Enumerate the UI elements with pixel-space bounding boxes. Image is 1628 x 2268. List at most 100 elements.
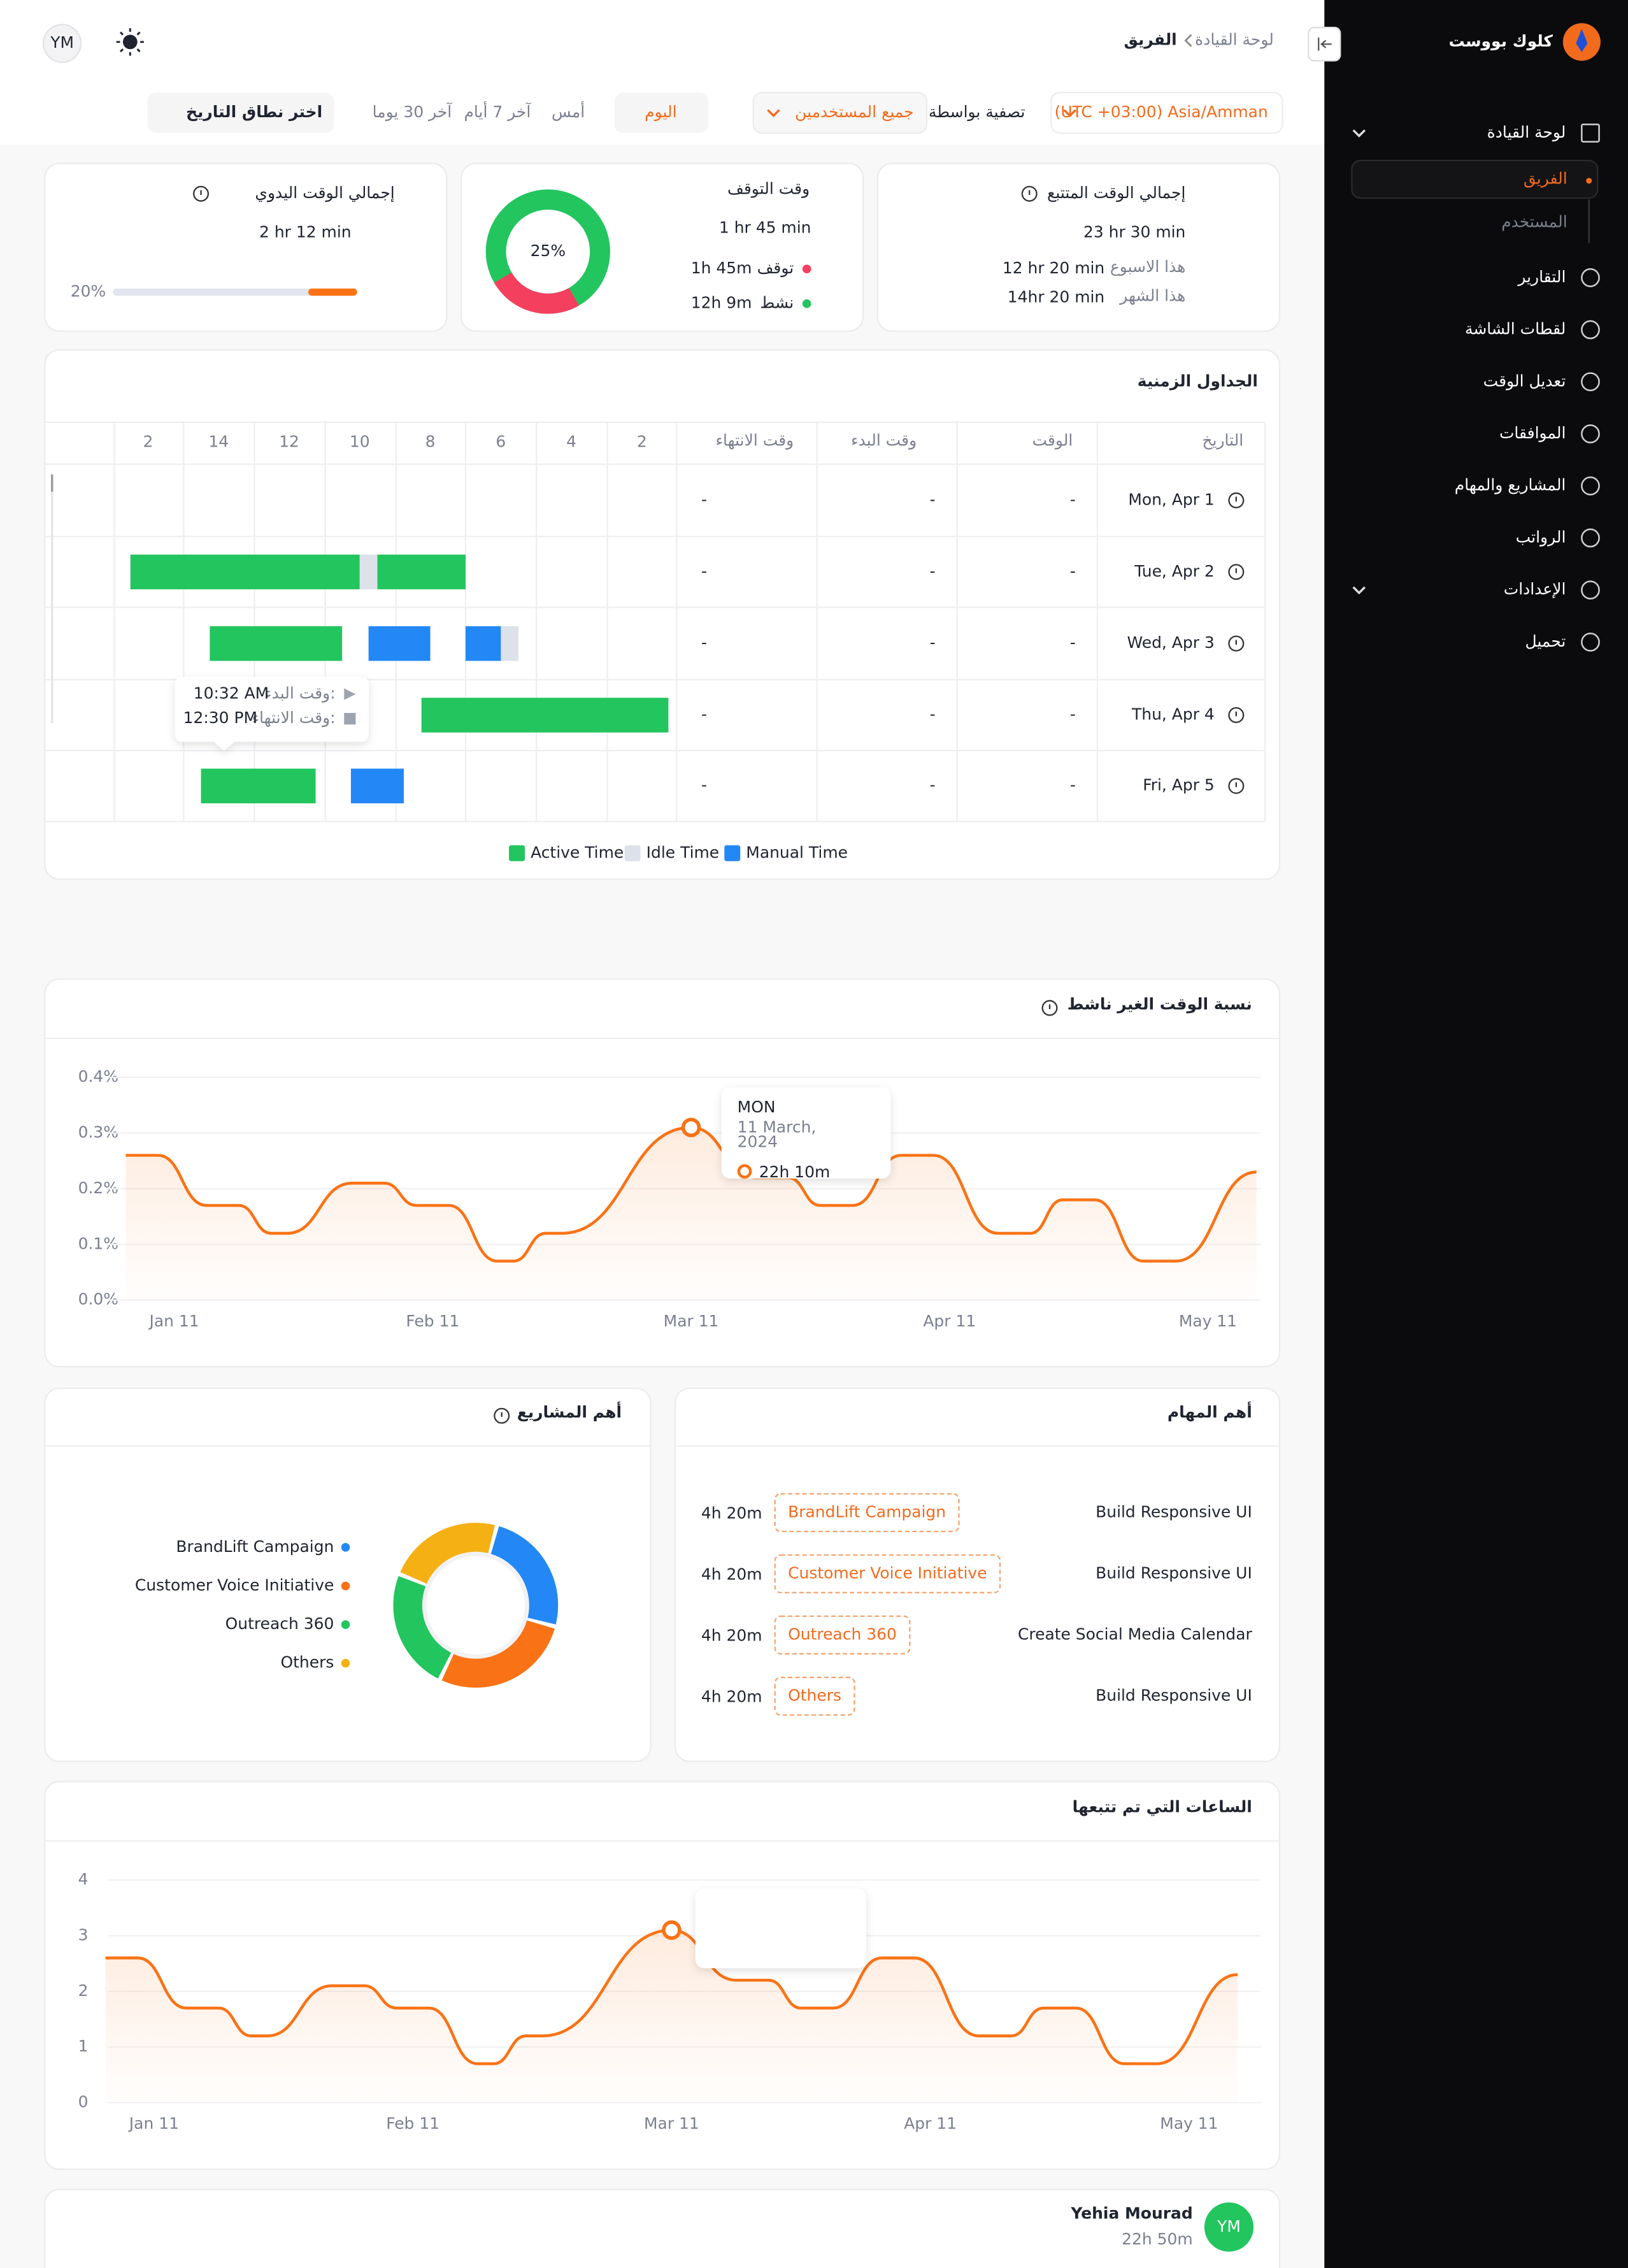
cell: - <box>930 562 936 580</box>
task-name: Build Responsive UI <box>1096 1686 1252 1704</box>
tooltip-value: 12:30 PM <box>183 708 257 727</box>
cell: - <box>930 633 936 652</box>
cell: - <box>1070 705 1076 724</box>
progress-bar <box>308 288 357 296</box>
range-option[interactable]: اليوم <box>645 103 676 121</box>
user-card <box>44 2188 1281 2268</box>
menu-item[interactable]: المشاريع والمهام <box>1455 476 1566 495</box>
info-icon <box>1228 778 1245 794</box>
active-span <box>377 554 466 590</box>
tooltip-date: 11 March, <box>738 1118 817 1137</box>
info-icon <box>193 185 210 202</box>
menu-icon <box>1581 633 1600 652</box>
hour-tick-label: 8 <box>425 433 436 451</box>
row-date: Fri, Apr 5 <box>1143 776 1215 794</box>
collapse-icon <box>1318 38 1332 51</box>
legend-dot <box>341 1581 350 1591</box>
menu-active <box>1351 159 1599 199</box>
card-tracked <box>876 162 1281 332</box>
tooltip-value: 10:32 AM <box>194 684 269 703</box>
range-active[interactable] <box>614 92 709 133</box>
info-icon <box>1228 635 1245 652</box>
hover-point <box>681 1117 701 1138</box>
legend-swatch <box>724 845 741 861</box>
idle-span <box>501 626 519 661</box>
info-icon <box>1021 185 1038 202</box>
row-date: Mon, Apr 1 <box>1128 490 1214 508</box>
section-title: الساعات التي تم تتبعها <box>1073 1797 1252 1816</box>
menu-item[interactable]: الرواتب <box>1516 528 1566 547</box>
project-tag-label: Outreach 360 <box>788 1625 897 1643</box>
row-label: هذا الاسبوع <box>1110 257 1186 276</box>
legend-label: Active Time <box>531 843 624 861</box>
hover-point <box>662 1920 682 1940</box>
avatar <box>42 24 82 63</box>
legend-label: Others <box>281 1653 334 1672</box>
row-value: 12 hr 20 min <box>1003 259 1104 277</box>
menu-icon <box>1581 528 1600 548</box>
menu-item[interactable]: لوحة القيادة <box>1487 123 1566 141</box>
manual-span <box>465 626 501 661</box>
tooltip-label: وقت الانتهاء: <box>252 708 335 728</box>
date-picker[interactable] <box>147 92 334 133</box>
cell: - <box>1070 633 1076 652</box>
info-icon <box>1228 492 1245 508</box>
cell: - <box>701 776 707 794</box>
hour-tick-label: 6 <box>496 433 506 451</box>
legend-label: BrandLift Campaign <box>176 1537 334 1556</box>
menu-item[interactable]: تحميل <box>1525 632 1566 650</box>
project-tag-label: Others <box>788 1686 841 1704</box>
task-time: 4h 20m <box>701 1688 762 1706</box>
range-option[interactable]: آخر 7 أيام <box>464 101 531 121</box>
play-icon <box>344 688 356 700</box>
x-tick-label: Jan 11 <box>128 2114 179 2133</box>
cell: - <box>1070 562 1076 580</box>
sun-ray <box>136 48 141 53</box>
task-time: 4h 20m <box>701 1504 762 1523</box>
timeline-card <box>44 349 1281 880</box>
section-title: الجداول الزمنية <box>1138 371 1258 391</box>
menu-item[interactable]: الموافقات <box>1499 424 1566 442</box>
range-option[interactable]: أمس <box>552 101 585 121</box>
active-dot <box>1586 178 1592 184</box>
projects-card <box>44 1388 652 1762</box>
timezone-select[interactable] <box>1050 92 1283 134</box>
cell: - <box>1070 490 1076 508</box>
x-tick-label: Mar 11 <box>664 1312 719 1330</box>
logo-rocket <box>1576 29 1588 52</box>
menu-item[interactable]: التقارير <box>1517 268 1566 286</box>
column-header: وقت الانتهاء <box>715 431 794 450</box>
info-icon <box>1228 564 1245 580</box>
submenu-item[interactable]: الفريق <box>1524 169 1567 187</box>
legend-swatch <box>624 845 641 861</box>
y-tick-label: 0.2% <box>78 1179 118 1197</box>
cell: - <box>930 705 936 724</box>
hour-tick-label: 10 <box>350 433 370 451</box>
active-span <box>421 698 669 733</box>
area <box>105 1930 1238 2103</box>
menu-icon <box>1581 580 1600 600</box>
menu-icon <box>1581 320 1600 340</box>
menu-item[interactable]: الإعدادات <box>1504 580 1566 598</box>
sun-ray <box>120 48 124 53</box>
legend-swatch <box>509 845 525 861</box>
x-tick-label: Mar 11 <box>644 2114 699 2133</box>
submenu-item[interactable]: المستخدم <box>1501 213 1567 231</box>
donut-label: 25% <box>531 241 566 260</box>
menu-icon <box>1581 424 1600 443</box>
user-avatar <box>1204 2202 1254 2252</box>
chevron <box>1352 129 1366 138</box>
range-option[interactable]: آخر 30 يوما <box>373 102 453 121</box>
y-tick-label: 1 <box>78 2037 89 2055</box>
row-value: 14hr 20 min <box>1008 288 1105 306</box>
user-filter[interactable] <box>752 92 928 134</box>
avatar-initials: YM <box>50 33 74 52</box>
menu-item[interactable]: تعديل الوقت <box>1483 371 1566 390</box>
project-tag-label: BrandLift Campaign <box>788 1502 946 1521</box>
y-tick-label: 0.0% <box>78 1290 118 1309</box>
theme-toggle[interactable] <box>122 34 138 50</box>
chevron <box>1063 109 1077 118</box>
y-tick-label: 0.3% <box>78 1123 118 1142</box>
menu-item[interactable]: لقطات الشاشة <box>1465 320 1566 338</box>
